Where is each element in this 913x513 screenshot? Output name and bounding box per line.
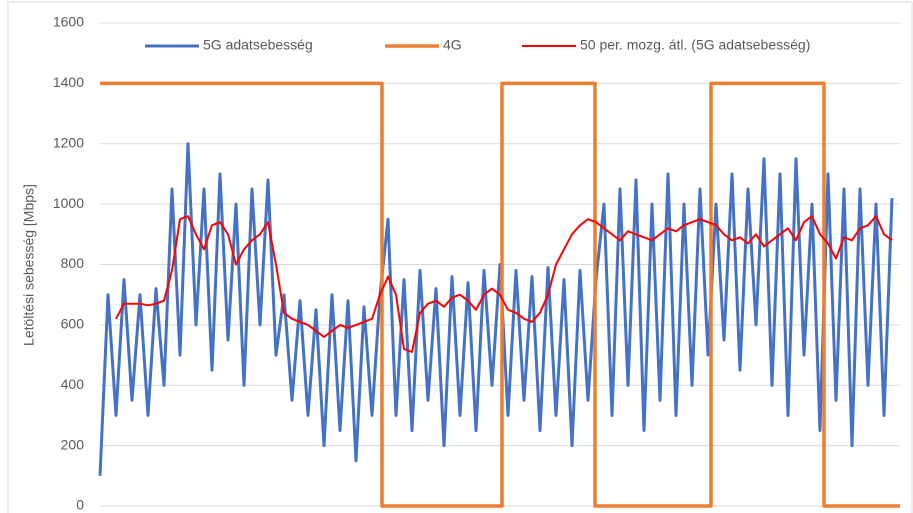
series-line: [98, 142, 894, 476]
legend-label: 50 per. mozg. átl. (5G adatsebesség): [580, 37, 810, 53]
y-tick-label: 800: [61, 255, 85, 271]
y-tick-label: 1200: [53, 134, 84, 150]
chart-frame: [7, 1, 913, 513]
y-tick-label: 1600: [53, 14, 84, 30]
y-tick-label: 0: [76, 497, 84, 513]
y-tick-label: 400: [61, 376, 85, 392]
y-axis-title: Letöltési sebesség [Mbps]: [21, 184, 37, 346]
legend-label: 5G adatsebesség: [203, 37, 313, 53]
series-line: [100, 81, 900, 508]
y-tick-label: 1000: [53, 195, 84, 211]
legend-label: 4G: [443, 37, 462, 53]
y-tick-label: 600: [61, 316, 85, 332]
series-line: [115, 215, 893, 353]
y-tick-label: 200: [61, 436, 85, 452]
y-tick-label: 1400: [53, 74, 84, 90]
